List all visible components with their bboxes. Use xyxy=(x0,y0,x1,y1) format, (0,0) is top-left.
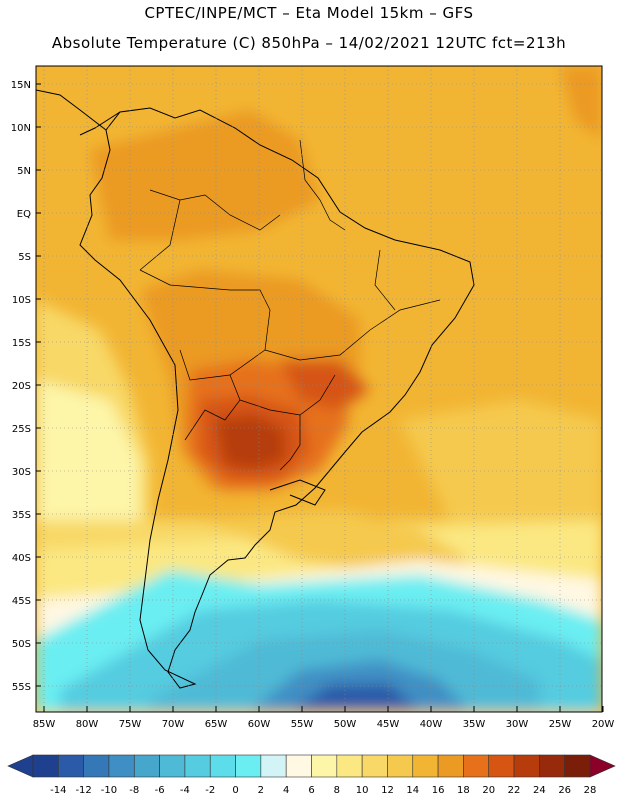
colorbar-label: 16 xyxy=(432,785,445,796)
map-subtitle: Absolute Temperature (C) 850hPa – 14/02/… xyxy=(51,34,567,52)
colorbar-swatch xyxy=(32,754,59,778)
lat-label: 45S xyxy=(12,596,31,607)
colorbar-label: 14 xyxy=(406,785,419,796)
map-frame xyxy=(35,65,603,713)
colorbar-swatch xyxy=(336,754,363,778)
lat-label: 40S xyxy=(12,553,31,564)
lon-label: 35W xyxy=(463,719,486,730)
lon-label: 55W xyxy=(291,719,314,730)
colorbar-label: -4 xyxy=(180,785,190,796)
lat-label: 10N xyxy=(11,123,31,134)
colorbar-swatch xyxy=(513,754,540,778)
lon-label: 75W xyxy=(119,719,142,730)
lat-label: 35S xyxy=(12,510,31,521)
country-borders xyxy=(139,139,441,471)
lon-label: 50W xyxy=(334,719,357,730)
colorbar-label: -14 xyxy=(50,785,66,796)
colorbar-label: 0 xyxy=(232,785,238,796)
lat-label: EQ xyxy=(17,209,31,220)
colorbar-swatch xyxy=(209,754,236,778)
colorbar-label: 26 xyxy=(558,785,571,796)
colorbar-label: -10 xyxy=(101,785,117,796)
lon-label: 65W xyxy=(205,719,228,730)
lat-label: 15S xyxy=(12,338,31,349)
lon-label: 45W xyxy=(377,719,400,730)
colorbar-label: 2 xyxy=(258,785,264,796)
lat-label: 5N xyxy=(17,166,31,177)
colorbar-swatch xyxy=(463,754,490,778)
lon-label: 60W xyxy=(248,719,271,730)
lat-label: 50S xyxy=(12,639,31,650)
colorbar-swatch xyxy=(311,754,338,778)
colorbar-swatch xyxy=(539,754,565,778)
colorbar-label: 20 xyxy=(482,785,495,796)
colorbar-swatch xyxy=(159,754,186,778)
colorbar-swatch xyxy=(387,754,414,778)
colorbar-swatch xyxy=(564,754,591,778)
colorbar-right-arrow xyxy=(589,754,616,778)
colorbar-swatch xyxy=(235,754,262,778)
lat-label: 10S xyxy=(12,295,31,306)
lat-label: 20S xyxy=(12,381,31,392)
colorbar-label: -6 xyxy=(155,785,165,796)
lon-label: 30W xyxy=(506,719,529,730)
lat-label: 5S xyxy=(18,252,31,263)
colorbar-left-arrow xyxy=(7,754,34,778)
map-title: CPTEC/INPE/MCT – Eta Model 15km – GFS xyxy=(144,4,474,22)
lat-label: 55S xyxy=(12,682,31,693)
colorbar-label: 10 xyxy=(356,785,369,796)
colorbar: -14 -12 -10 -8 -6 -4 -2 0 2 4 6 8 10 12 14 16 18 20 22 24 26… xyxy=(7,754,616,796)
colorbar-swatch xyxy=(184,754,211,778)
colorbar-swatch xyxy=(437,754,464,778)
lon-label: 40W xyxy=(420,719,443,730)
coastlines xyxy=(36,89,475,689)
colorbar-label: 18 xyxy=(457,785,470,796)
colorbar-label: 6 xyxy=(308,785,314,796)
colorbar-label: 28 xyxy=(584,785,597,796)
lon-label: 80W xyxy=(76,719,99,730)
lon-label: 25W xyxy=(549,719,572,730)
longitude-labels: 85W 80W 75W 70W 65W 60W 55W 50W 45W 40W 35W 30W 25W 2… xyxy=(33,706,615,730)
temperature-field xyxy=(36,66,602,712)
colorbar-label: 22 xyxy=(508,785,521,796)
colorbar-swatch xyxy=(83,754,110,778)
colorbar-swatch xyxy=(285,754,312,778)
lon-label: 70W xyxy=(162,719,185,730)
colorbar-label: -12 xyxy=(75,785,91,796)
lat-label: 30S xyxy=(12,467,31,478)
colorbar-swatch xyxy=(58,754,84,778)
colorbar-swatch xyxy=(108,754,135,778)
colorbar-swatch xyxy=(133,754,160,778)
colorbar-swatch xyxy=(488,754,515,778)
colorbar-label: 4 xyxy=(283,785,289,796)
lat-label: 25S xyxy=(12,424,31,435)
colorbar-label: -8 xyxy=(129,785,139,796)
lon-label: 85W xyxy=(33,719,56,730)
colorbar-swatch xyxy=(260,754,287,778)
lat-label: 15N xyxy=(11,80,31,91)
colorbar-label: 8 xyxy=(334,785,340,796)
colorbar-label: -2 xyxy=(205,785,215,796)
colorbar-swatch xyxy=(361,754,388,778)
lon-label: 20W xyxy=(592,719,615,730)
colorbar-swatch xyxy=(412,754,439,778)
colorbar-label: 24 xyxy=(533,785,546,796)
colorbar-label: 12 xyxy=(381,785,394,796)
latitude-labels: 15N 10N 5N EQ 5S 10S 15S 20S 25S 30S 35S 40S 45S 50S 5… xyxy=(11,80,41,693)
